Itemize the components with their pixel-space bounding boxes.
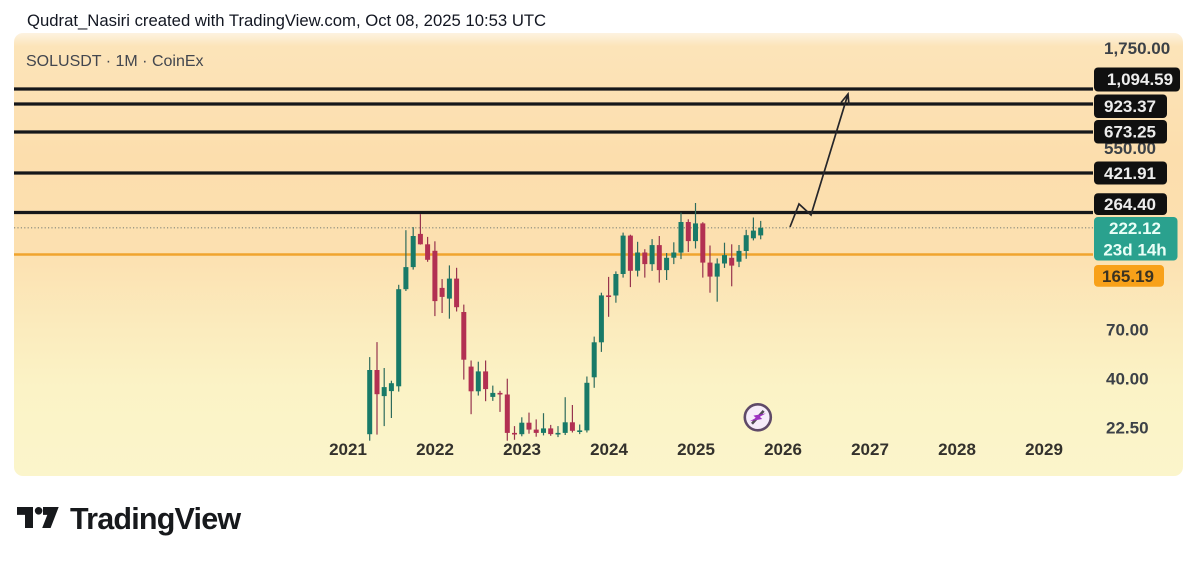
svg-text:2024: 2024 — [590, 440, 628, 459]
svg-text:2023: 2023 — [503, 440, 541, 459]
svg-text:923.37: 923.37 — [1104, 97, 1156, 116]
svg-text:2021: 2021 — [329, 440, 367, 459]
svg-text:550.00: 550.00 — [1104, 139, 1156, 158]
svg-text:1,094.59: 1,094.59 — [1107, 70, 1173, 89]
svg-text:2025: 2025 — [677, 440, 715, 459]
svg-text:673.25: 673.25 — [1104, 123, 1156, 142]
svg-text:421.91: 421.91 — [1104, 164, 1156, 183]
svg-text:2028: 2028 — [938, 440, 976, 459]
svg-text:222.12: 222.12 — [1109, 219, 1161, 238]
svg-text:2026: 2026 — [764, 440, 802, 459]
svg-text:70.00: 70.00 — [1106, 321, 1149, 340]
svg-text:2022: 2022 — [416, 440, 454, 459]
svg-text:22.50: 22.50 — [1106, 419, 1149, 438]
svg-text:40.00: 40.00 — [1106, 370, 1149, 389]
svg-text:23d 14h: 23d 14h — [1103, 240, 1166, 259]
svg-text:264.40: 264.40 — [1104, 195, 1156, 214]
svg-text:2029: 2029 — [1025, 440, 1063, 459]
svg-text:165.19: 165.19 — [1102, 267, 1154, 286]
svg-text:2027: 2027 — [851, 440, 889, 459]
svg-text:1,750.00: 1,750.00 — [1104, 39, 1170, 58]
